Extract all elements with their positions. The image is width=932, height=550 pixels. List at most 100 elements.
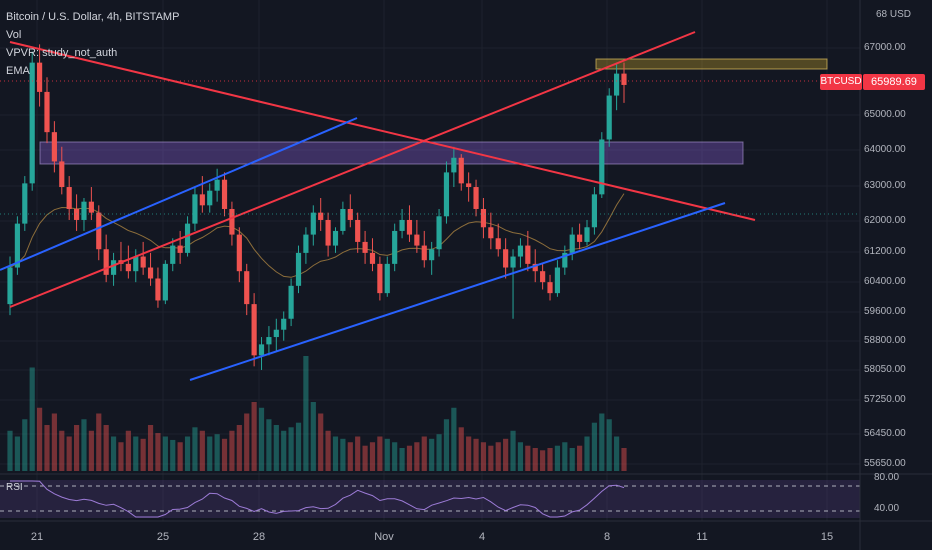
candle[interactable] (303, 227, 309, 264)
candle[interactable] (458, 154, 464, 191)
candle[interactable] (266, 326, 272, 356)
red-trendline-descending[interactable] (9, 41, 756, 221)
blue-trendline-lower[interactable] (189, 202, 726, 381)
candle[interactable] (14, 216, 20, 275)
candle-body (147, 267, 154, 279)
candle-body (577, 234, 583, 242)
candle[interactable] (591, 187, 597, 235)
candle[interactable] (125, 245, 131, 279)
candle[interactable] (177, 230, 183, 264)
red-trendline-ascending[interactable] (9, 31, 696, 308)
candle[interactable] (155, 267, 161, 308)
candle[interactable] (473, 179, 479, 217)
candle[interactable] (236, 227, 242, 283)
candle[interactable] (406, 205, 413, 242)
candle[interactable] (421, 230, 427, 268)
candle[interactable] (73, 194, 80, 231)
volume-bar (96, 413, 102, 471)
legend-vol[interactable]: Vol (6, 29, 22, 41)
candle[interactable] (273, 318, 279, 352)
candle[interactable] (133, 249, 139, 283)
candle[interactable] (295, 245, 302, 294)
candle[interactable] (118, 241, 124, 272)
candle[interactable] (29, 51, 35, 191)
candle[interactable] (340, 201, 346, 235)
candle[interactable] (229, 201, 235, 246)
candle[interactable] (207, 183, 213, 213)
candle[interactable] (281, 311, 287, 341)
candle[interactable] (525, 230, 531, 272)
candle[interactable] (88, 187, 94, 220)
candle[interactable] (436, 208, 442, 257)
candle[interactable] (258, 337, 265, 370)
legend-ema[interactable]: EMA (6, 65, 30, 77)
candle[interactable] (466, 172, 472, 202)
candle[interactable] (414, 219, 420, 253)
candle[interactable] (44, 77, 50, 144)
candle[interactable] (599, 132, 605, 199)
candle[interactable] (325, 212, 331, 257)
candle[interactable] (110, 252, 117, 286)
candle[interactable] (495, 223, 501, 257)
candle[interactable] (547, 274, 553, 301)
candle[interactable] (140, 241, 146, 275)
candle[interactable] (355, 212, 361, 253)
candle[interactable] (170, 238, 176, 272)
time-tick: 28 (252, 531, 266, 543)
legend-vpvr[interactable]: VPVR: study_not_auth (6, 47, 118, 59)
candle[interactable] (443, 161, 450, 224)
candle[interactable] (614, 62, 620, 111)
candle[interactable] (369, 238, 376, 272)
candle[interactable] (377, 256, 383, 301)
candle[interactable] (288, 278, 294, 327)
candle[interactable] (569, 227, 575, 261)
candle[interactable] (162, 260, 168, 305)
blue-trendline-upper[interactable] (0, 117, 358, 271)
rsi-label[interactable]: RSI (6, 482, 23, 493)
candle[interactable] (221, 172, 228, 217)
candle[interactable] (384, 256, 390, 297)
candle[interactable] (199, 176, 205, 213)
candle[interactable] (392, 223, 398, 272)
candle-body (377, 263, 383, 294)
candle[interactable] (310, 205, 316, 246)
symbol-title[interactable]: Bitcoin / U.S. Dollar, 4h, BITSTAMP (6, 11, 180, 23)
candle[interactable] (214, 168, 220, 202)
price-axis[interactable]: 68 USD 67000.00 65000.00 64000.00 63000.… (860, 0, 932, 550)
candle[interactable] (554, 260, 561, 297)
candle[interactable] (621, 62, 627, 103)
candle[interactable] (332, 227, 339, 253)
candle[interactable] (584, 219, 590, 246)
candle[interactable] (59, 146, 65, 195)
candle[interactable] (480, 198, 487, 239)
candle-body (281, 318, 287, 330)
candle[interactable] (562, 245, 568, 275)
candle[interactable] (503, 238, 509, 279)
candle-body (236, 234, 242, 272)
candle[interactable] (66, 176, 72, 220)
candle[interactable] (147, 252, 154, 286)
candle[interactable] (244, 263, 250, 316)
volume-bar (421, 436, 427, 471)
candle[interactable] (606, 88, 612, 147)
candle[interactable] (251, 293, 257, 367)
candle[interactable] (510, 249, 516, 319)
candle[interactable] (96, 205, 102, 261)
candle[interactable] (540, 263, 546, 290)
candle[interactable] (362, 230, 368, 264)
candle[interactable] (192, 187, 198, 231)
candle[interactable] (577, 223, 583, 250)
candle[interactable] (517, 238, 524, 268)
candle[interactable] (81, 198, 87, 231)
candle[interactable] (37, 44, 43, 107)
candle[interactable] (347, 194, 353, 228)
candle[interactable] (488, 212, 494, 250)
candle[interactable] (399, 208, 405, 239)
candle[interactable] (103, 234, 109, 283)
candle[interactable] (451, 146, 457, 188)
candle-body (177, 245, 183, 253)
candle[interactable] (429, 241, 435, 275)
candle[interactable] (51, 121, 57, 173)
candle[interactable] (22, 176, 28, 231)
